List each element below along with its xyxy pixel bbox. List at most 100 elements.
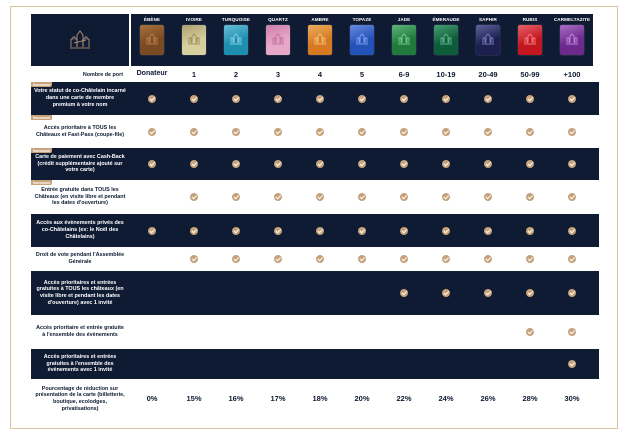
- discount-value: 22%: [396, 394, 412, 403]
- membership-card-image: [350, 25, 374, 55]
- port-count-value: 20-49: [478, 70, 498, 79]
- benefit-row: Carte de paiement avec Cash-Back (crédit…: [31, 148, 599, 180]
- card-name: SAPHIR: [479, 17, 497, 22]
- check-icon: [358, 226, 366, 235]
- check-icon: [526, 94, 534, 103]
- port-count-value: 3: [275, 70, 281, 79]
- card-column-header: QUARTZ: [257, 14, 299, 66]
- card-emblem-icon: [146, 33, 158, 45]
- check-icon: [400, 94, 408, 103]
- membership-card-image: [434, 25, 458, 55]
- benefit-row: Droit de vote pendant l'Assemblée Généra…: [31, 247, 599, 271]
- card-name: ÉBÈNE: [143, 17, 161, 22]
- card-emblem-icon: [566, 33, 578, 45]
- check-icon: [148, 127, 156, 136]
- benefit-row: Votre statut de co-Châtelain incarné dan…: [31, 82, 599, 115]
- card-emblem-icon: [314, 33, 326, 45]
- discount-value: 20%: [354, 394, 370, 403]
- benefit-row: Accès aux évènements privés des co-Châte…: [31, 214, 599, 247]
- port-count-row: Nombre de port Donateur 1 2 3 4 5 6-9 10-19 20-49…: [31, 68, 599, 82]
- row-label: Accès aux évènements privés des co-Châte…: [36, 220, 124, 240]
- check-icon: [190, 160, 198, 168]
- check-icon: [568, 160, 576, 168]
- check-icon: [484, 127, 492, 136]
- card-emblem-icon: [482, 33, 494, 45]
- new-feature-tag: Nouveauté: [31, 148, 53, 153]
- card-column-header: AMBRE: [299, 14, 341, 66]
- check-icon: [568, 255, 576, 263]
- card-column-header: RUBIS: [509, 14, 551, 66]
- check-icon: [358, 127, 366, 136]
- check-icon: [316, 193, 324, 201]
- card-emblem-icon: [398, 33, 410, 45]
- card-name: TURQUOISE: [221, 17, 251, 22]
- card-column-header: IVOIRE: [173, 14, 215, 66]
- check-icon: [274, 160, 282, 168]
- benefit-row: Accès prioritaire à TOUS les Châteaux et…: [31, 115, 599, 148]
- row-label: Accès prioritaire et entrée gratuite à l…: [36, 325, 124, 338]
- check-icon: [568, 328, 576, 336]
- port-count-value: 50-99: [520, 70, 540, 79]
- membership-card-image: [476, 25, 500, 55]
- check-icon: [232, 226, 240, 235]
- check-icon: [568, 360, 576, 368]
- check-icon: [400, 193, 408, 201]
- check-icon: [526, 127, 534, 136]
- row-label-cell: [31, 148, 129, 180]
- discount-value: 26%: [480, 394, 496, 403]
- benefit-row: Accès prioritaires et entrées gratuites …: [31, 271, 599, 315]
- card-name: IVOIRE: [185, 17, 203, 22]
- check-icon: [358, 255, 366, 263]
- card-column-header: TURQUOISE: [215, 14, 257, 66]
- check-icon: [526, 160, 534, 168]
- check-icon: [274, 127, 282, 136]
- membership-card-image: [224, 25, 248, 55]
- port-count-value: 1: [191, 70, 197, 79]
- membership-card-image: [518, 25, 542, 55]
- check-icon: [526, 255, 534, 263]
- check-icon: [568, 226, 576, 235]
- check-icon: [568, 193, 576, 201]
- check-icon: [232, 127, 240, 136]
- row-label: Carte de paiement avec Cash-Back (crédit…: [35, 153, 125, 174]
- check-icon: [400, 127, 408, 136]
- row-label: Accès prioritaires et entrées gratuites …: [43, 353, 117, 374]
- card-emblem-icon: [272, 33, 284, 45]
- membership-card-image: [140, 25, 164, 55]
- discount-value: 15%: [186, 394, 202, 403]
- row-label: Votre statut de co-Châtelain incarné dan…: [34, 88, 126, 108]
- check-icon: [190, 193, 198, 201]
- check-icon: [190, 255, 198, 263]
- card-name: QUARTZ: [268, 17, 288, 22]
- row-label-cell: [31, 271, 129, 315]
- check-icon: [400, 255, 408, 263]
- benefit-row: Accès prioritaire et entrée gratuite à l…: [31, 315, 599, 349]
- membership-card-image: [560, 25, 584, 55]
- check-icon: [316, 127, 324, 136]
- check-icon: [484, 255, 492, 263]
- check-icon: [274, 94, 282, 103]
- check-icon: [484, 94, 492, 103]
- card-name: RUBIS: [522, 17, 538, 22]
- membership-card-image: [392, 25, 416, 55]
- card-column-header: SAPHIR: [467, 14, 509, 66]
- check-icon: [568, 289, 576, 297]
- port-count-label: Nombre de port: [82, 71, 123, 78]
- row-label: Droit de vote pendant l'Assemblée Généra…: [35, 252, 125, 265]
- card-column-header: TOPAZE: [341, 14, 383, 66]
- row-label: Accès prioritaires et entrées gratuites …: [36, 279, 124, 306]
- discount-value: 17%: [270, 394, 286, 403]
- card-name: CARMELTAZITE: [553, 17, 591, 22]
- card-name: AMBRE: [311, 17, 329, 22]
- membership-card-image: [266, 25, 290, 55]
- card-emblem-icon: [356, 33, 368, 45]
- check-icon: [442, 94, 450, 103]
- check-icon: [526, 289, 534, 297]
- brand-logo-cell: [31, 14, 129, 66]
- card-emblem-icon: [440, 33, 452, 45]
- check-icon: [484, 160, 492, 168]
- check-icon: [148, 160, 156, 168]
- check-icon: [484, 193, 492, 201]
- port-count-value: 5: [359, 70, 365, 79]
- new-feature-tag: Nouveauté: [31, 180, 53, 185]
